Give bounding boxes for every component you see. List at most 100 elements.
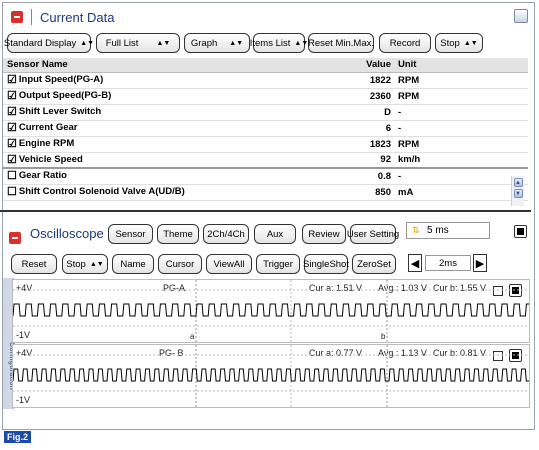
sensor-name: Shift Control Solenoid Valve A(UD/B) bbox=[18, 186, 185, 197]
aux-button[interactable]: Aux bbox=[254, 224, 296, 244]
triangle-left-icon: ◀ bbox=[410, 257, 420, 270]
channel-2-panel: +4V -1V PG- B Cur a: 0.77 V Avg : 1.13 V… bbox=[12, 344, 530, 408]
sensor-button[interactable]: Sensor bbox=[108, 224, 153, 244]
row-checkbox[interactable]: ☑ bbox=[7, 122, 17, 134]
maximize-button[interactable] bbox=[514, 9, 528, 23]
header-separator bbox=[31, 9, 32, 25]
table-row[interactable]: ☑ Vehicle Speed 92 km/h bbox=[3, 152, 528, 168]
channel-2-vmin: -1V bbox=[16, 395, 31, 405]
name-button[interactable]: Name bbox=[112, 254, 154, 274]
trigger-button[interactable]: Trigger bbox=[256, 254, 300, 274]
table-scrollbar[interactable]: ▲ ▼ bbox=[511, 176, 524, 206]
graph-select[interactable]: Graph ▲▼ bbox=[184, 33, 250, 53]
row-checkbox[interactable]: ☑ bbox=[7, 74, 17, 86]
sensor-unit: mA bbox=[398, 186, 414, 198]
sensor-value: 0.8 bbox=[377, 170, 391, 182]
zero-set-button[interactable]: ZeroSet bbox=[352, 254, 396, 274]
cursor-b-marker[interactable]: b bbox=[381, 332, 386, 341]
channel-2-cursor-b: Cur b: 0.81 V bbox=[433, 348, 487, 358]
channel-1-panel: +4V -1V PG-A Cur a: 1.51 V Avg : 1.03 V … bbox=[12, 279, 530, 343]
reset-button[interactable]: Reset bbox=[11, 254, 57, 274]
time-increase-button[interactable]: ▶ bbox=[473, 254, 487, 272]
collapse-icon[interactable] bbox=[11, 11, 23, 23]
channel-1-cursor-b: Cur b: 1.55 V bbox=[433, 283, 487, 293]
spinner-icon: ▲▼ bbox=[89, 260, 104, 268]
configuration-tab[interactable] bbox=[3, 278, 14, 409]
row-checkbox[interactable]: ☑ bbox=[7, 138, 17, 150]
sensor-unit: RPM bbox=[398, 138, 420, 150]
items-list-label: Items List bbox=[249, 37, 291, 49]
panel-toggle-button[interactable] bbox=[514, 225, 527, 238]
table-row[interactable]: ☑ Shift Lever Switch D - bbox=[3, 104, 528, 120]
record-button[interactable]: Record bbox=[379, 33, 431, 53]
column-sensor-name: Sensor Name bbox=[7, 59, 68, 71]
sensor-name: Vehicle Speed bbox=[18, 153, 83, 165]
row-checkbox[interactable]: ☑ bbox=[7, 90, 17, 102]
channel-2-checkbox[interactable] bbox=[493, 351, 503, 361]
sensor-value: 6 bbox=[385, 122, 391, 134]
table-row[interactable]: ☐ Gear Ratio 0.8- bbox=[3, 168, 528, 184]
channel-1-vmin: -1V bbox=[16, 330, 31, 340]
current-data-title: Current Data bbox=[40, 9, 115, 25]
sensor-name: Current Gear bbox=[18, 122, 78, 133]
theme-button[interactable]: Theme bbox=[157, 224, 199, 244]
triangle-right-icon: ▶ bbox=[475, 257, 485, 270]
stop-select[interactable]: Stop ▲▼ bbox=[435, 33, 483, 53]
sensor-name: Gear Ratio bbox=[18, 170, 67, 182]
oscilloscope-title: Oscilloscope bbox=[30, 226, 104, 241]
spinner-icon: ▲▼ bbox=[229, 39, 244, 47]
scroll-up-icon[interactable]: ▲ bbox=[513, 178, 523, 187]
cursor-a-marker[interactable]: a bbox=[190, 332, 195, 341]
row-checkbox[interactable]: ☑ bbox=[7, 153, 17, 166]
sensor-name: Shift Lever Switch bbox=[18, 106, 102, 117]
channel-2-vmax: +4V bbox=[16, 348, 33, 358]
channel-1-name[interactable]: PG-A bbox=[163, 283, 186, 293]
sensor-unit: - bbox=[398, 170, 402, 182]
row-checkbox[interactable]: ☐ bbox=[7, 170, 17, 183]
sensor-name: Output Speed(PG-B) bbox=[18, 90, 112, 101]
sensor-name: Input Speed(PG-A) bbox=[18, 74, 104, 85]
osc-stop-label: Stop bbox=[66, 258, 86, 270]
row-checkbox[interactable]: ☐ bbox=[7, 186, 17, 198]
configuration-label: Configuration bbox=[8, 342, 15, 390]
channel-1-checkbox[interactable] bbox=[493, 286, 503, 296]
review-button[interactable]: Review bbox=[302, 224, 346, 244]
column-unit: Unit bbox=[398, 59, 417, 71]
sensor-value: 1823 bbox=[369, 138, 391, 150]
table-row[interactable]: ☑ Engine RPM 1823 RPM bbox=[3, 136, 528, 152]
column-value: Value bbox=[366, 59, 391, 71]
standard-display-label: Standard Display bbox=[3, 37, 77, 49]
time-decrease-button[interactable]: ◀ bbox=[408, 254, 422, 272]
table-row[interactable]: ☐ Shift Control Solenoid Valve A(UD/B) 850… bbox=[3, 184, 528, 200]
view-all-button[interactable]: ViewAll bbox=[206, 254, 252, 274]
sensor-unit: RPM bbox=[398, 90, 420, 102]
row-checkbox[interactable]: ☑ bbox=[7, 106, 17, 118]
current-data-header: Current Data bbox=[3, 3, 534, 31]
table-row[interactable]: ☑ Output Speed(PG-B) 2360 RPM bbox=[3, 88, 528, 104]
items-list-select[interactable]: Items List ▲▼ bbox=[249, 33, 308, 53]
user-setting-button[interactable]: User Setting bbox=[347, 224, 399, 244]
oscilloscope-collapse-icon[interactable] bbox=[9, 232, 21, 244]
sensor-table: Sensor Name Value Unit ☑ Input Speed(PG-A… bbox=[3, 58, 528, 201]
channels-button[interactable]: 2Ch/4Ch bbox=[203, 224, 249, 244]
channel-1-waveform bbox=[13, 280, 529, 342]
channel-2-name[interactable]: PG- B bbox=[159, 348, 184, 358]
sensor-value: 2360 bbox=[369, 90, 391, 102]
standard-display-select[interactable]: Standard Display ▲▼ bbox=[3, 33, 94, 53]
sensor-value: 92 bbox=[380, 154, 391, 166]
sensor-unit: - bbox=[398, 122, 402, 134]
channel-1-cursor-a: Cur a: 1.51 V bbox=[309, 283, 363, 293]
osc-stop-select[interactable]: Stop ▲▼ bbox=[62, 254, 108, 274]
table-row[interactable]: ☑ Current Gear 6- bbox=[3, 120, 528, 136]
panel-divider bbox=[0, 210, 531, 212]
single-shot-button[interactable]: SingleShot bbox=[303, 254, 349, 274]
time-spin-value[interactable]: 2ms bbox=[425, 255, 471, 271]
channel-1-vmax: +4V bbox=[16, 283, 33, 293]
cursor-button[interactable]: Cursor bbox=[158, 254, 202, 274]
table-row[interactable]: ☑ Input Speed(PG-A) 1822 RPM bbox=[3, 72, 528, 88]
reset-minmax-button[interactable]: Reset Min.Max. bbox=[308, 33, 374, 53]
figure-label: Fig.2 bbox=[4, 431, 32, 443]
scroll-down-icon[interactable]: ▼ bbox=[513, 189, 523, 198]
channel-2-waveform bbox=[13, 345, 529, 407]
full-list-select[interactable]: Full List ▲▼ bbox=[96, 33, 180, 53]
